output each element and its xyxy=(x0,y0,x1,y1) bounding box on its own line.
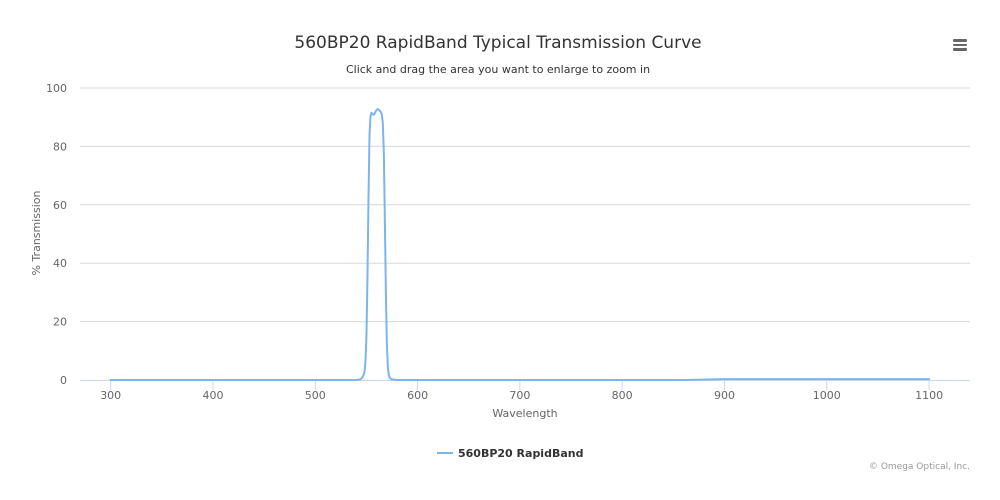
y-tick-label: 0 xyxy=(60,374,67,387)
x-tick-label: 800 xyxy=(612,389,633,402)
x-tick-label: 900 xyxy=(714,389,735,402)
legend-series-label[interactable]: 560BP20 RapidBand xyxy=(458,447,583,460)
series-line[interactable] xyxy=(109,108,931,381)
chart-subtitle: Click and drag the area you want to enla… xyxy=(346,63,650,76)
y-tick-label: 60 xyxy=(53,199,67,212)
y-axis-title: % Transmission xyxy=(30,190,43,275)
hamburger-menu-icon[interactable] xyxy=(946,30,974,58)
series-layer xyxy=(109,108,931,381)
x-tick-label: 500 xyxy=(305,389,326,402)
x-axis-tick-labels: 300 400 500 600 700 800 900 1000 1100 xyxy=(100,380,943,402)
y-tick-label: 20 xyxy=(53,316,67,329)
x-tick-label: 1100 xyxy=(915,389,943,402)
x-tick-label: 400 xyxy=(202,389,223,402)
x-axis-title: Wavelength xyxy=(492,407,557,420)
menu-bar-middle xyxy=(953,43,967,47)
x-tick-label: 600 xyxy=(407,389,428,402)
y-tick-label: 100 xyxy=(46,82,67,95)
x-tick-label: 300 xyxy=(100,389,121,402)
credits-text[interactable]: © Omega Optical, Inc. xyxy=(869,462,970,472)
menu-bar-bottom xyxy=(953,48,967,51)
x-tick-label: 700 xyxy=(509,389,530,402)
legend[interactable]: 560BP20 RapidBand xyxy=(437,447,583,460)
chart-title: 560BP20 RapidBand Typical Transmission C… xyxy=(294,33,701,53)
grid-lines xyxy=(80,87,970,323)
menu-bar-top xyxy=(953,39,967,42)
y-tick-label: 80 xyxy=(53,140,67,153)
y-axis-tick-labels: 0 20 40 60 80 100 xyxy=(46,82,67,387)
y-tick-label: 40 xyxy=(53,257,67,270)
x-tick-label: 1000 xyxy=(813,389,841,402)
